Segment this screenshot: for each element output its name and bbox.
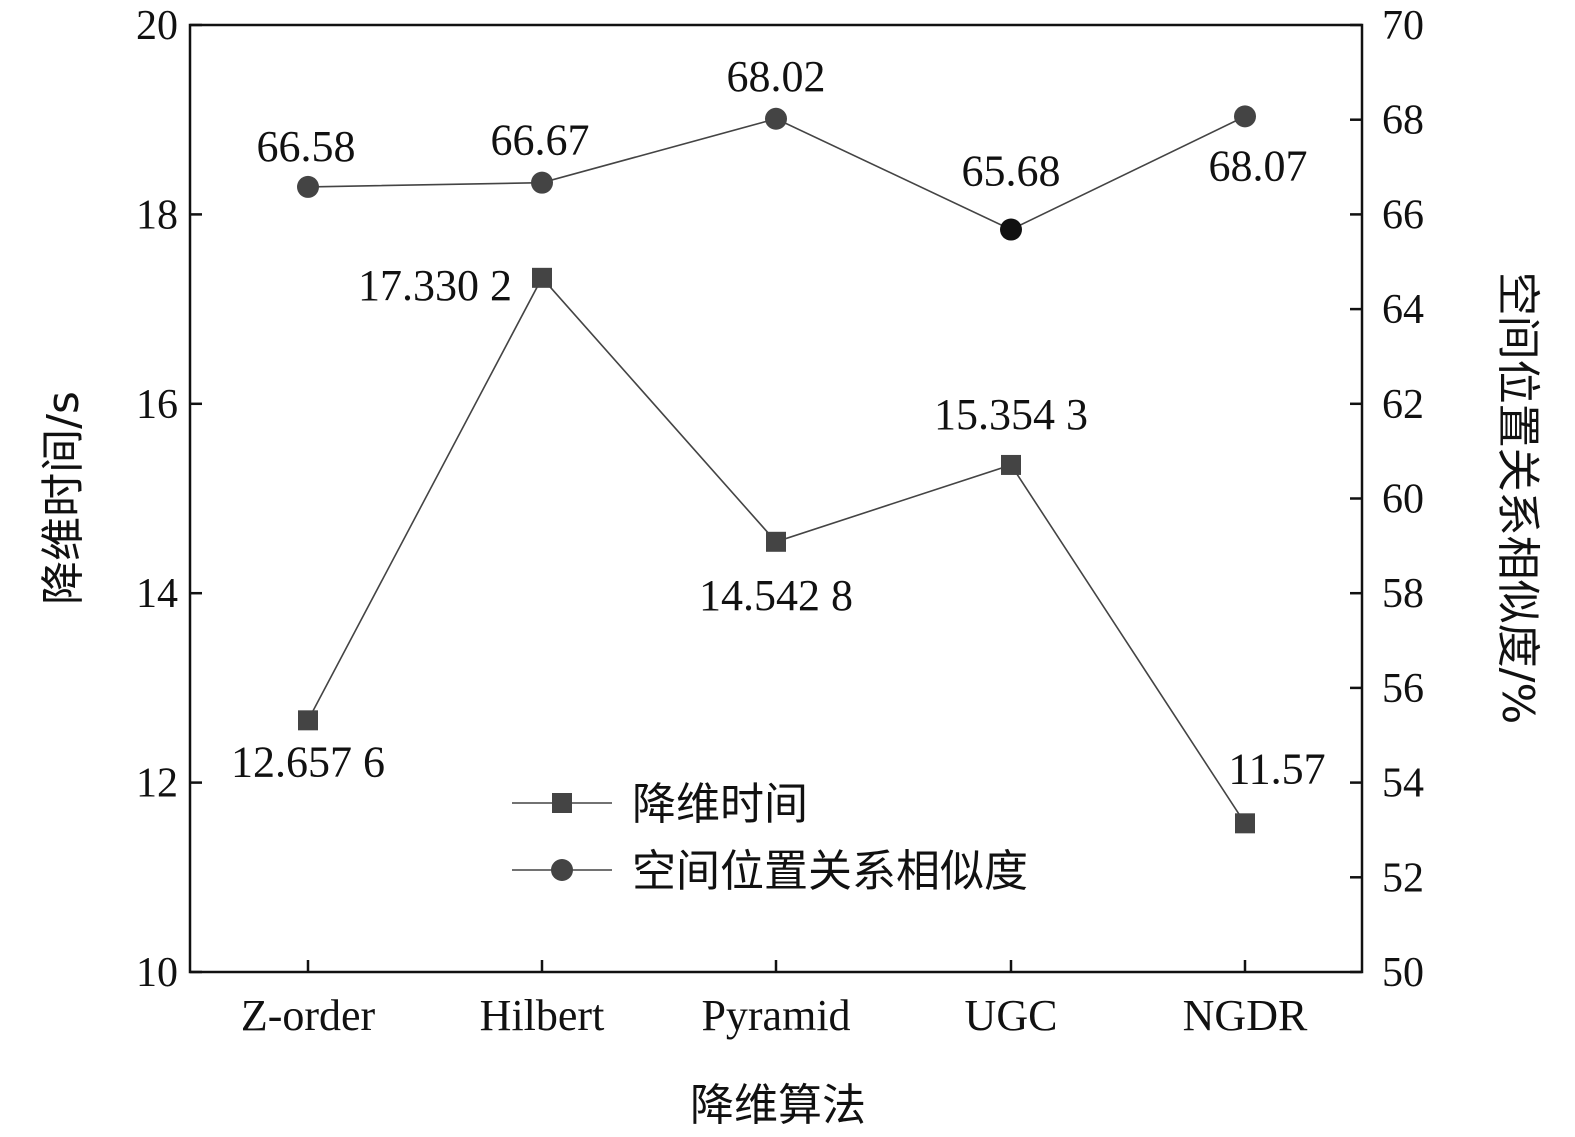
square-marker: [766, 531, 786, 552]
similarity-data-label: 68.07: [1209, 141, 1308, 190]
left-tick-label: 12: [136, 761, 178, 807]
right-tick-label: 64: [1382, 287, 1424, 333]
right-axis: 50 52 54 56 58 60 62 64 66 68 70: [1350, 3, 1424, 996]
category-label: Z-order: [241, 991, 376, 1040]
square-marker: [1001, 454, 1021, 475]
right-tick-label: 54: [1382, 761, 1424, 807]
similarity-data-label: 66.67: [491, 116, 590, 165]
right-tick-label: 60: [1382, 477, 1424, 523]
left-tick-label: 20: [136, 3, 178, 49]
left-tick-label: 14: [136, 571, 178, 617]
category-label: NGDR: [1183, 991, 1308, 1040]
right-axis-title: 空间位置关系相似度/%: [1492, 272, 1543, 725]
category-label: UGC: [965, 991, 1058, 1040]
legend-circle-marker: [551, 859, 573, 881]
time-data-label: 11.57: [1228, 744, 1325, 793]
square-marker: [1235, 813, 1255, 834]
right-tick-label: 62: [1382, 382, 1424, 428]
time-data-label: 14.542 8: [699, 571, 853, 620]
right-tick-label: 58: [1382, 571, 1424, 617]
right-tick-label: 68: [1382, 98, 1424, 144]
square-marker: [532, 267, 552, 288]
square-marker: [298, 710, 318, 731]
left-axis: 10 12 14 16 18 20: [136, 3, 202, 996]
category-label: Pyramid: [701, 991, 850, 1040]
category-label: Hilbert: [480, 991, 605, 1040]
circle-marker: [765, 107, 787, 130]
time-data-label: 15.354 3: [934, 390, 1088, 439]
data-labels: 12.657 6 17.330 2 14.542 8 15.354 3 11.57 66.…: [231, 52, 1326, 794]
left-tick-label: 18: [136, 192, 178, 238]
legend-label: 空间位置关系相似度: [632, 846, 1028, 897]
legend-square-marker: [552, 793, 572, 813]
series-layer: [297, 105, 1256, 834]
left-tick-label: 16: [136, 382, 178, 428]
circle-marker: [1000, 218, 1022, 241]
time-data-label: 17.330 2: [358, 261, 512, 310]
left-axis-title: 降维时间/s: [38, 391, 89, 605]
legend-label: 降维时间: [632, 779, 808, 830]
similarity-data-label: 66.58: [257, 122, 356, 171]
time-data-label: 12.657 6: [231, 737, 385, 786]
right-tick-label: 52: [1382, 855, 1424, 901]
circle-marker: [297, 175, 319, 198]
right-tick-label: 66: [1382, 192, 1424, 238]
circle-marker: [1234, 105, 1256, 128]
circle-marker: [531, 171, 553, 194]
right-tick-label: 56: [1382, 666, 1424, 712]
series-line: [307, 115, 1246, 231]
right-tick-label: 70: [1382, 3, 1424, 49]
left-tick-label: 10: [136, 950, 178, 996]
x-axis-title: 降维算法: [690, 1080, 866, 1131]
right-tick-label: 50: [1382, 950, 1424, 996]
similarity-data-label: 68.02: [727, 52, 826, 101]
x-axis: Z-order Hilbert Pyramid UGC NGDR: [241, 960, 1308, 1040]
similarity-data-label: 65.68: [962, 147, 1061, 196]
